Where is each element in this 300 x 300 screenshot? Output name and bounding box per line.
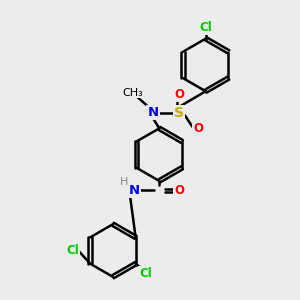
Text: N: N bbox=[148, 106, 159, 119]
Text: Cl: Cl bbox=[139, 267, 152, 280]
Text: N: N bbox=[129, 184, 140, 197]
Text: S: S bbox=[174, 106, 184, 120]
Text: Cl: Cl bbox=[199, 21, 212, 34]
Text: Cl: Cl bbox=[66, 244, 79, 257]
Text: O: O bbox=[174, 184, 184, 197]
Text: O: O bbox=[193, 122, 203, 135]
Text: O: O bbox=[174, 88, 184, 101]
Text: CH₃: CH₃ bbox=[123, 88, 143, 98]
Text: H: H bbox=[119, 176, 128, 187]
